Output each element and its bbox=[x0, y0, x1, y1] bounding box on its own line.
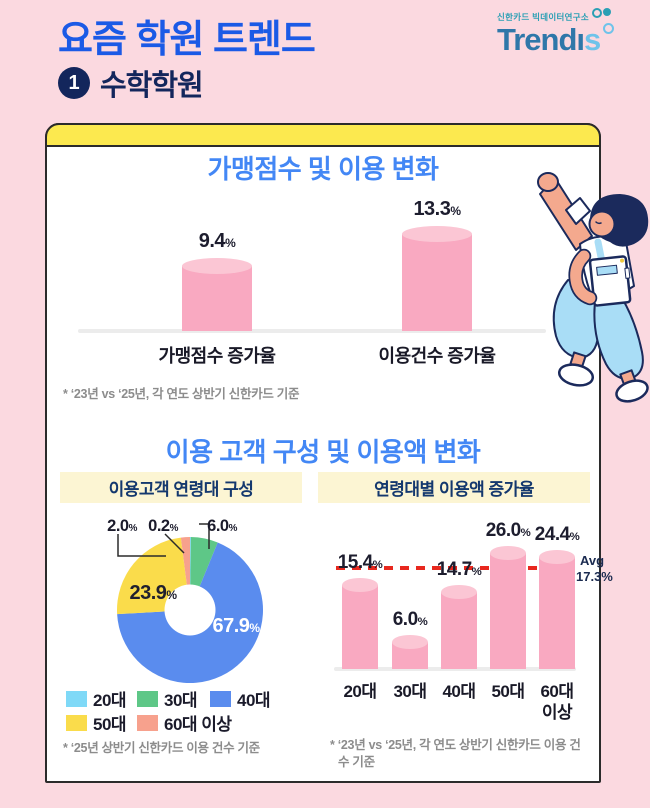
pie-value-30대: 6.0% bbox=[207, 517, 237, 535]
chart3-value: 14.7% bbox=[436, 559, 482, 580]
logo-i-ring-icon bbox=[603, 23, 614, 34]
chart1-baseline bbox=[78, 329, 546, 333]
legend-swatch bbox=[66, 690, 87, 707]
logo-i-stem: ı bbox=[576, 22, 585, 57]
logo-dot-icon bbox=[602, 8, 611, 16]
chart3-footnote: * ‘23년 vs ‘25년, 각 연도 상반기 신한카드 이용 건수 기준 bbox=[330, 738, 581, 769]
logo-org-line: 신한카드 빅데이터연구소 bbox=[497, 8, 647, 23]
chart3-bar bbox=[392, 635, 428, 669]
trendis-logo: 신한카드 빅데이터연구소 Trendıs bbox=[497, 8, 647, 55]
avg-dashed-line bbox=[336, 566, 576, 570]
avg-label: Avg bbox=[580, 553, 605, 568]
chart3-baseline bbox=[334, 667, 576, 671]
chart3-value: 24.4% bbox=[534, 524, 580, 545]
pie-footnote: * ‘25년 상반기 신한카드 이용 건수 기준 bbox=[63, 741, 260, 755]
legend-swatch bbox=[137, 714, 158, 731]
chart3-bar bbox=[539, 550, 575, 669]
number-badge: 1 bbox=[58, 67, 90, 99]
chart3-value: 26.0% bbox=[485, 520, 531, 541]
section1-title: 가맹점수 및 이용 변화 bbox=[207, 154, 439, 184]
legend-label: 20대 bbox=[93, 691, 127, 710]
chart1-bar bbox=[182, 258, 252, 331]
legend-swatch bbox=[210, 690, 231, 707]
chart3-bar-top bbox=[490, 546, 526, 560]
chart3-bar-top bbox=[392, 635, 428, 649]
logo-org-text: 신한카드 빅데이터연구소 bbox=[497, 12, 589, 22]
avg-value: 17.3% bbox=[576, 569, 613, 584]
chart3-bar-top bbox=[539, 550, 575, 564]
chart1-bar bbox=[402, 226, 472, 331]
chart3-category: 30대 bbox=[393, 682, 427, 701]
chart3-category: 50대 bbox=[491, 682, 525, 701]
chart3-value: 15.4% bbox=[337, 552, 383, 573]
legend-label: 40대 bbox=[237, 691, 271, 710]
jumping-student-illustration bbox=[537, 172, 649, 403]
chart3-category: 40대 bbox=[442, 682, 476, 701]
chart3-category: 60대 이상 bbox=[540, 682, 574, 723]
bars-subheader: 연령대별 이용액 증가율 bbox=[318, 472, 590, 503]
chart3-bar-top bbox=[342, 578, 378, 592]
content-card bbox=[45, 123, 601, 783]
chart3-bar-top bbox=[441, 585, 477, 599]
chart3-bar bbox=[342, 578, 378, 669]
chart1-category: 이용건수 증가율 bbox=[378, 346, 496, 366]
pie-subheader: 이용고객 연령대 구성 bbox=[60, 472, 302, 503]
chart1-value: 9.4% bbox=[198, 230, 236, 252]
chart1-value: 13.3% bbox=[413, 198, 461, 220]
chart1-bar-top bbox=[402, 226, 472, 242]
page-subtitle-row: 1 수학학원 bbox=[58, 62, 204, 104]
logo-wordmark: Trendıs bbox=[497, 22, 647, 57]
logo-ring-icon bbox=[591, 8, 602, 18]
pie-value-60대 이상: 2.0% bbox=[107, 517, 137, 535]
pie-callout-lines bbox=[117, 523, 210, 557]
chart3-value: 6.0% bbox=[392, 609, 428, 630]
donut-hole bbox=[164, 584, 216, 636]
pie-value-20대: 0.2% bbox=[148, 517, 178, 535]
pie-value-50대: 23.9% bbox=[129, 582, 177, 604]
legend-label: 50대 bbox=[93, 715, 127, 734]
legend-item-60대 이상: 60대 이상 bbox=[137, 710, 232, 735]
legend-item-50대: 50대 bbox=[66, 710, 127, 735]
page-title: 요즘 학원 트렌드 bbox=[58, 19, 316, 61]
logo-s-text: s bbox=[584, 22, 601, 57]
chart1-footnote: * ‘23년 vs ‘25년, 각 연도 상반기 신한카드 기준 bbox=[63, 387, 300, 401]
legend-swatch bbox=[137, 690, 158, 707]
legend-item-40대: 40대 bbox=[210, 686, 271, 711]
legend-label: 60대 이상 bbox=[164, 715, 232, 734]
card-top-tab bbox=[45, 123, 601, 147]
chart3-bar bbox=[490, 546, 526, 669]
chart1-bar-top bbox=[182, 258, 252, 274]
legend-label: 30대 bbox=[164, 691, 198, 710]
legend-item-20대: 20대 bbox=[66, 686, 127, 711]
age-donut-chart bbox=[117, 537, 263, 683]
chart3-category: 20대 bbox=[343, 682, 377, 701]
legend-item-30대: 30대 bbox=[137, 686, 198, 711]
pie-value-40대: 67.9% bbox=[212, 615, 260, 637]
chart3-bar bbox=[441, 585, 477, 669]
page-subtitle: 수학학원 bbox=[100, 70, 204, 102]
logo-trend-text: Trend bbox=[497, 22, 577, 57]
chart1-category: 가맹점수 증가율 bbox=[158, 346, 276, 366]
legend-swatch bbox=[66, 714, 87, 731]
section2-title: 이용 고객 구성 및 이용액 변화 bbox=[165, 437, 481, 467]
